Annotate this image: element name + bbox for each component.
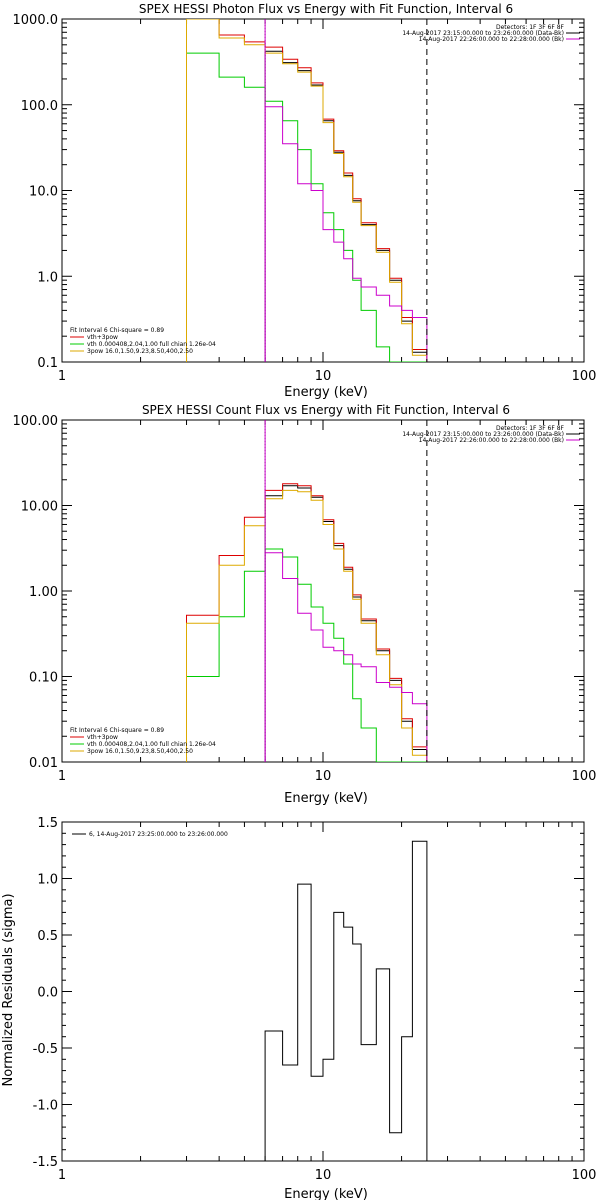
x-tick-label: 100 xyxy=(572,1168,597,1183)
info-right-text: 14-Aug-2017 22:26:00.000 to 22:28:00.000… xyxy=(419,437,564,444)
y-tick-label: 0.0 xyxy=(37,986,58,1001)
count-flux-panel: SPEX HESSI Count Flux vs Energy with Fit… xyxy=(142,403,510,806)
photon-panel-xlabel: Energy (keV) xyxy=(284,385,368,400)
x-tick-label: 1 xyxy=(58,1168,66,1183)
y-tick-label: 100.00 xyxy=(13,414,59,429)
info-right-text: 14-Aug-2017 22:26:00.000 to 22:28:00.000… xyxy=(419,36,564,43)
x-tick-label: 10 xyxy=(315,369,332,384)
panel-1-marks: 1 10 100 0.1 1.0 10.0 100.0 1000.0 Detectors: 1F… xyxy=(13,13,597,384)
panel-data xyxy=(264,840,428,1161)
y-tick-label: 10.0 xyxy=(29,185,58,200)
residuals-panel-ylabel: Normalized Residuals (sigma) xyxy=(1,893,16,1086)
residuals-panel: Energy (keV) Normalized Residuals (sigma… xyxy=(1,893,368,1200)
info-left-text: vth+3pow xyxy=(87,734,118,741)
panel-2-marks: 1 10 100 0.01 0.10 1.00 10.00 100.00 Detectors: … xyxy=(13,414,597,784)
series-4-line xyxy=(186,489,428,762)
series-3-line xyxy=(186,548,427,762)
y-tick-label: 1.0 xyxy=(37,873,58,888)
info-right-text: 14-Aug-2017 23:15:00.000 to 23:26:00.000… xyxy=(402,30,564,37)
y-tick-label: 0.5 xyxy=(37,929,58,944)
panel-data xyxy=(186,483,428,762)
y-tick-label: 0.01 xyxy=(29,756,58,771)
info-left-text: Fit Interval 6 Chi-square = 0.89 xyxy=(70,727,164,734)
panel-3-marks: 1 10 100 -1.5 -1.0 -0.5 0.0 0.5 1.0 1.5 6, 14-Aug-… xyxy=(33,816,597,1183)
y-tick-label: -0.5 xyxy=(33,1042,58,1057)
series-5-line xyxy=(264,106,428,362)
series-5-line xyxy=(264,552,428,762)
x-tick-label: 10 xyxy=(315,769,332,784)
photon-panel-title: SPEX HESSI Photon Flux vs Energy with Fi… xyxy=(139,2,513,16)
residuals-panel-xlabel: Energy (keV) xyxy=(284,1187,368,1200)
x-tick-label: 10 xyxy=(315,1168,332,1183)
count-panel-xlabel: Energy (keV) xyxy=(284,791,368,806)
x-tick-label: 1 xyxy=(58,769,66,784)
info-right-text: Detectors: 1F 3F 6F 8F xyxy=(496,24,565,31)
info-left-text: 3pow 16.0,1.50,9.23,8.50,400,2.50 xyxy=(87,748,193,755)
y-tick-label: 0.10 xyxy=(29,671,58,686)
info-left-text: vth 0.000408,2.04,1.00 full chian 1.26e-… xyxy=(87,741,216,748)
y-tick-label: 100.0 xyxy=(21,99,58,114)
panel-data xyxy=(186,19,428,362)
y-tick-label: 1.00 xyxy=(29,585,58,600)
info-left-text: Fit Interval 6 Chi-square = 0.89 xyxy=(70,327,164,334)
y-tick-label: 10.00 xyxy=(21,500,58,515)
y-tick-label: -1.5 xyxy=(33,1155,58,1170)
info-left-text: 3pow 16.0,1.50,9.23,8.50,400,2.50 xyxy=(87,348,193,355)
series-4-line xyxy=(186,19,428,362)
photon-flux-panel: SPEX HESSI Photon Flux vs Energy with Fi… xyxy=(139,2,513,400)
info-right-text: Detectors: 1F 3F 6F 8F xyxy=(496,425,565,432)
x-tick-label: 100 xyxy=(572,369,597,384)
y-tick-label: -1.0 xyxy=(33,1099,58,1114)
x-tick-label: 100 xyxy=(572,769,597,784)
count-panel-title: SPEX HESSI Count Flux vs Energy with Fit… xyxy=(142,403,510,417)
info-left-text: vth+3pow xyxy=(87,334,118,341)
y-tick-label: 1.5 xyxy=(37,816,58,831)
y-tick-label: 0.1 xyxy=(37,356,58,371)
x-tick-label: 1 xyxy=(58,369,66,384)
series-1-line xyxy=(264,840,428,1161)
info-right-text: 14-Aug-2017 23:15:00.000 to 23:26:00.000… xyxy=(402,431,564,438)
legend-text: 6, 14-Aug-2017 23:25:00.000 to 23:26:00.… xyxy=(89,831,228,838)
info-left-text: vth 0.000408,2.04,1.00 full chian 1.26e-… xyxy=(87,341,216,348)
y-tick-label: 1.0 xyxy=(37,270,58,285)
y-tick-label: 1000.0 xyxy=(13,13,59,28)
